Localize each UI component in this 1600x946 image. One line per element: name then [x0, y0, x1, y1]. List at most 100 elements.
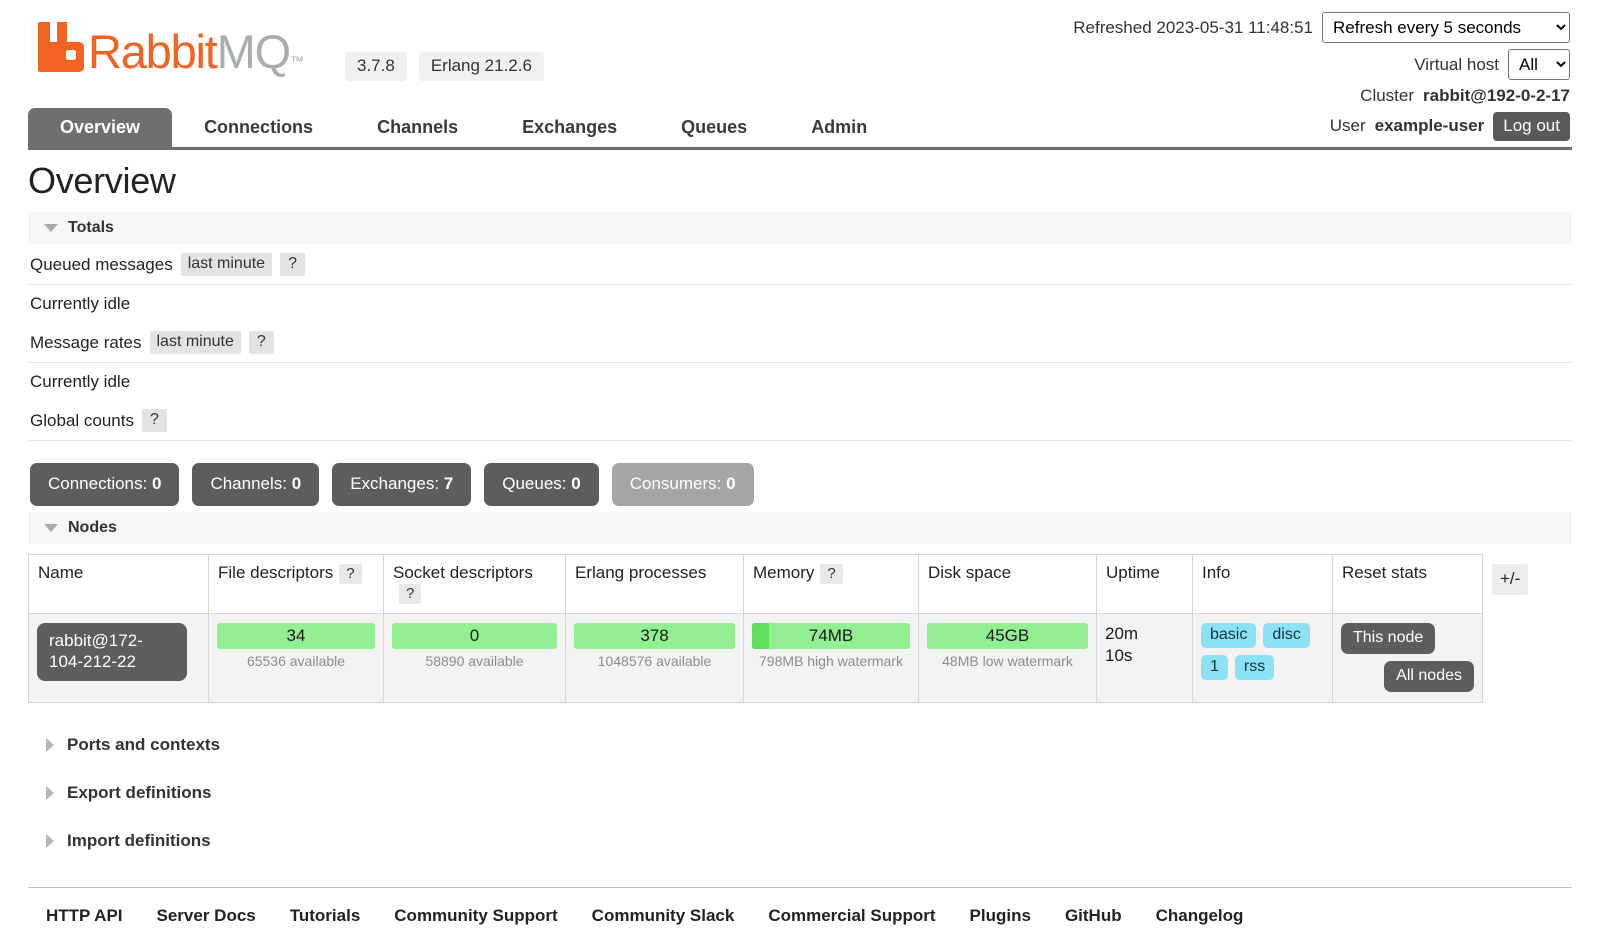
footer-link-github[interactable]: GitHub — [1064, 906, 1122, 925]
column-header-erlang-processes[interactable]: Erlang processes — [565, 554, 744, 614]
footer-link-community-slack[interactable]: Community Slack — [591, 906, 735, 925]
file-descriptors-bar: 34 — [217, 623, 375, 649]
brand-logo[interactable]: RabbitMQ™ — [38, 22, 304, 75]
global-count-exchanges-label: Exchanges: — [350, 474, 440, 493]
section-import-definitions-label: Import definitions — [67, 831, 211, 850]
global-count-channels[interactable]: Channels: 0 — [192, 463, 320, 506]
totals-section-header[interactable]: Totals — [28, 212, 1572, 244]
nodes-section-header[interactable]: Nodes — [28, 512, 1572, 544]
message-rates-label: Message rates — [30, 332, 142, 352]
message-rates-help-icon[interactable]: ? — [248, 331, 274, 354]
section-export-definitions[interactable]: Export definitions — [28, 769, 1572, 817]
global-count-consumers-label: Consumers: — [629, 474, 722, 493]
column-header-reset-stats[interactable]: Reset stats — [1332, 554, 1483, 614]
erlang-processes-bar: 378 — [574, 623, 735, 649]
socket-descriptors-help-icon[interactable]: ? — [399, 584, 422, 604]
disk-space-value: 45GB — [985, 626, 1030, 645]
refresh-interval-select[interactable]: Refresh every 5 seconds — [1322, 12, 1570, 43]
uptime-line-2: 10s — [1105, 646, 1133, 666]
message-rates-row: Message rates last minute ? — [28, 322, 1572, 363]
nodes-section-title: Nodes — [68, 519, 117, 536]
uptime-line-1: 20m — [1105, 624, 1139, 643]
chevron-right-icon — [46, 738, 54, 752]
message-rates-status: Currently idle — [30, 372, 131, 391]
chevron-down-icon — [44, 224, 58, 232]
column-header-disk-space[interactable]: Disk space — [918, 554, 1097, 614]
column-header-info[interactable]: Info — [1192, 554, 1333, 614]
cell-file-descriptors: 34 65536 available — [208, 613, 384, 703]
section-ports-and-contexts-label: Ports and contexts — [67, 735, 221, 754]
memory-value: 74MB — [808, 626, 854, 645]
queued-messages-period-chip[interactable]: last minute — [180, 253, 273, 276]
trademark-glyph: ™ — [289, 53, 304, 69]
global-counts-row: Global counts ? — [28, 400, 1572, 441]
user-row: User example-user Log out — [1073, 112, 1570, 141]
column-header-file-descriptors-label: File descriptors — [218, 563, 334, 582]
info-badge-rss[interactable]: rss — [1234, 655, 1275, 680]
erlang-processes-value: 378 — [640, 626, 669, 645]
global-count-consumers[interactable]: Consumers: 0 — [611, 463, 754, 506]
cell-node-name: rabbit@172-104-212-22 — [28, 613, 209, 703]
socket-descriptors-value: 0 — [469, 626, 480, 645]
collapsed-sections: Ports and contexts Export definitions Im… — [28, 721, 1572, 865]
tab-admin[interactable]: Admin — [811, 117, 868, 137]
memory-bar-fill — [752, 623, 770, 649]
tab-connections[interactable]: Connections — [204, 117, 314, 137]
global-count-queues[interactable]: Queues: 0 — [484, 463, 599, 506]
global-counts-help-icon[interactable]: ? — [141, 409, 167, 432]
nodes-table-wrapper: Name File descriptors? Socket descriptor… — [28, 554, 1572, 703]
queued-messages-label: Queued messages — [30, 254, 173, 274]
column-header-socket-descriptors[interactable]: Socket descriptors? — [383, 554, 566, 614]
tab-overview[interactable]: Overview — [28, 108, 173, 147]
footer-link-commercial-support[interactable]: Commercial Support — [768, 906, 936, 925]
cluster-row: Cluster rabbit@192-0-2-17 — [1073, 86, 1570, 106]
global-count-connections[interactable]: Connections: 0 — [30, 463, 180, 506]
reset-all-nodes-button[interactable]: All nodes — [1384, 661, 1474, 692]
section-import-definitions[interactable]: Import definitions — [28, 817, 1572, 865]
column-header-file-descriptors[interactable]: File descriptors? — [208, 554, 384, 614]
info-badge-disc[interactable]: disc — [1263, 623, 1310, 648]
main-content: Overview Totals Queued messages last min… — [28, 160, 1572, 926]
footer-link-tutorials[interactable]: Tutorials — [289, 906, 361, 925]
column-header-memory[interactable]: Memory? — [743, 554, 919, 614]
cell-info: basic disc 1 rss — [1192, 613, 1333, 703]
node-name-pill[interactable]: rabbit@172-104-212-22 — [37, 623, 187, 681]
section-ports-and-contexts[interactable]: Ports and contexts — [28, 721, 1572, 769]
global-count-connections-label: Connections: — [48, 474, 148, 493]
cluster-label: Cluster — [1360, 86, 1415, 105]
cluster-name: rabbit@192-0-2-17 — [1423, 86, 1570, 105]
file-descriptors-sub: 65536 available — [246, 653, 346, 669]
global-counts-label: Global counts — [30, 410, 134, 430]
virtual-host-select[interactable]: All — [1508, 49, 1570, 80]
column-header-reset-stats-label: Reset stats — [1342, 563, 1428, 582]
global-count-exchanges[interactable]: Exchanges: 7 — [332, 463, 472, 506]
queued-messages-help-icon[interactable]: ? — [280, 253, 305, 276]
logout-button[interactable]: Log out — [1493, 112, 1570, 141]
footer-link-changelog[interactable]: Changelog — [1155, 906, 1244, 925]
footer-link-community-support[interactable]: Community Support — [394, 906, 558, 925]
reset-this-node-button[interactable]: This node — [1341, 623, 1436, 654]
footer-link-plugins[interactable]: Plugins — [969, 906, 1031, 925]
info-badge-count[interactable]: 1 — [1201, 655, 1228, 680]
memory-help-icon[interactable]: ? — [820, 564, 843, 584]
footer-link-http-api[interactable]: HTTP API — [46, 906, 123, 925]
global-count-consumers-value: 0 — [726, 474, 736, 493]
version-pills: 3.7.8 Erlang 21.2.6 — [345, 52, 544, 81]
table-header-row: Name File descriptors? Socket descriptor… — [28, 554, 1483, 614]
tab-queues[interactable]: Queues — [681, 117, 748, 137]
message-rates-period-chip[interactable]: last minute — [149, 331, 241, 354]
footer-link-server-docs[interactable]: Server Docs — [156, 906, 256, 925]
column-header-name[interactable]: Name — [28, 554, 209, 614]
tab-channels[interactable]: Channels — [377, 117, 459, 137]
info-badge-basic[interactable]: basic — [1201, 623, 1257, 648]
toggle-columns-button[interactable]: +/- — [1492, 564, 1529, 595]
user-label: User — [1329, 116, 1366, 136]
column-header-uptime[interactable]: Uptime — [1096, 554, 1193, 614]
tab-exchanges[interactable]: Exchanges — [522, 117, 618, 137]
nodes-table: Name File descriptors? Socket descriptor… — [28, 554, 1483, 703]
file-descriptors-value: 34 — [286, 626, 306, 645]
column-header-memory-label: Memory — [753, 563, 815, 582]
file-descriptors-help-icon[interactable]: ? — [339, 564, 362, 584]
erlang-version-pill: Erlang 21.2.6 — [418, 52, 544, 81]
queued-messages-row: Queued messages last minute ? — [28, 244, 1572, 285]
